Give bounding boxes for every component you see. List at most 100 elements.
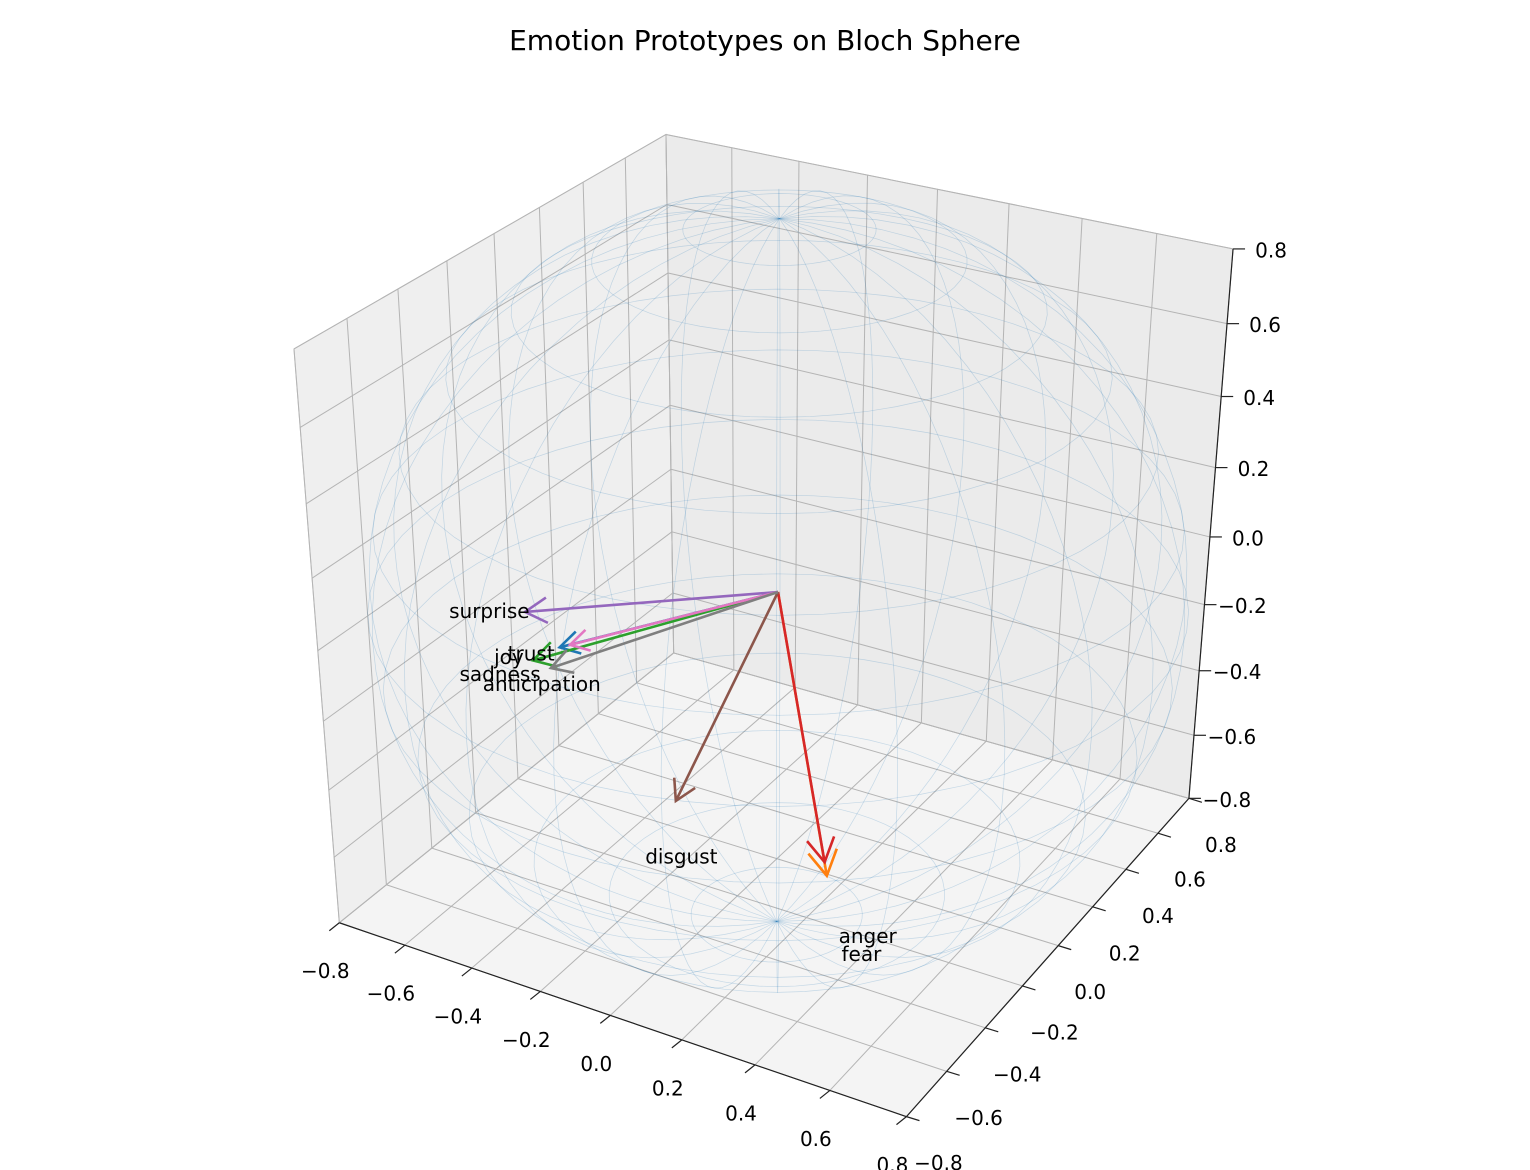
arrow [567, 590, 779, 652]
x-tick-label: 0.2 [652, 1076, 684, 1100]
y-tick-label: 0.8 [1205, 833, 1237, 857]
grid-line [338, 652, 674, 924]
tick-mark [599, 1014, 611, 1024]
grid-line [857, 175, 869, 705]
grid-line [328, 531, 673, 791]
arrow-label: joy [493, 645, 524, 669]
grid-line [582, 182, 599, 714]
x-tick-label: −0.4 [434, 1005, 483, 1029]
sphere-parallel [608, 802, 945, 987]
x-tick-label: 0.4 [725, 1101, 757, 1125]
grid-line [317, 404, 671, 652]
sphere-meridian [776, 202, 1047, 922]
grid-line [636, 682, 1159, 834]
y-tick-label: 0.0 [1074, 980, 1106, 1004]
sphere-meridian [465, 218, 780, 959]
arrow-label: fear [841, 942, 882, 966]
z-tick-label: 0.8 [1255, 238, 1287, 262]
x-tick-label: −0.6 [367, 982, 416, 1006]
grid-line [1119, 233, 1158, 779]
arrow [548, 590, 779, 675]
x-tick-label: −0.8 [301, 959, 350, 983]
sphere-parallel [367, 419, 1189, 807]
grid-line [397, 288, 433, 849]
sphere-meridian [776, 218, 1186, 927]
tick-mark [946, 1070, 960, 1076]
grid-line [517, 778, 1059, 947]
grid-line [920, 189, 939, 723]
tick-mark [328, 922, 340, 932]
sphere-parallel [690, 866, 863, 963]
grid-line [493, 233, 519, 779]
grid-line [670, 468, 1205, 606]
arrow-label: anger [839, 924, 898, 948]
sphere-meridian [776, 218, 1188, 922]
tick-mark [1092, 906, 1106, 912]
axis-line [339, 922, 907, 1118]
sphere-meridian [441, 210, 780, 922]
sphere-meridian [589, 195, 780, 922]
z-tick-label: 0.6 [1249, 313, 1281, 337]
sphere-meridian [776, 218, 1093, 958]
grid-line [293, 134, 667, 350]
arrow-label: surprise [449, 599, 530, 623]
z-tick-label: −0.4 [1213, 660, 1262, 684]
sphere-parallel [372, 349, 1185, 716]
arrow-label: sadness [459, 662, 540, 686]
sphere-meridian [776, 218, 898, 989]
sphere-meridian [776, 210, 1114, 922]
arrow [672, 591, 780, 804]
sphere-meridian [660, 218, 780, 989]
tick-mark [1125, 868, 1140, 874]
x-tick-label: 0.6 [800, 1127, 832, 1151]
z-tick-label: 0.0 [1232, 526, 1264, 550]
bloch-sphere [367, 188, 1189, 993]
tick-mark [461, 967, 473, 977]
grid-line [754, 759, 1053, 1066]
grid-line [609, 722, 922, 1016]
grid-line [598, 713, 1127, 870]
grid-line [669, 404, 1211, 538]
grid-line [404, 669, 735, 946]
sphere-meridian [776, 188, 780, 922]
sphere-parallel [398, 288, 1159, 616]
tick-mark [394, 944, 406, 954]
grid-line [665, 133, 1234, 250]
grid-line [672, 592, 1195, 736]
grid-line [311, 339, 670, 579]
grid-line [346, 318, 387, 885]
grid-line [673, 652, 1190, 799]
arrow [776, 591, 836, 865]
grid-line [471, 686, 796, 969]
grid-line [665, 134, 675, 653]
sphere-parallel [468, 652, 1086, 978]
sphere-meridian [371, 218, 780, 927]
tick-mark [529, 990, 541, 1000]
axis-line [1188, 248, 1234, 799]
sphere-parallel [510, 205, 1048, 418]
sphere-meridian [393, 216, 780, 922]
grid-line [671, 531, 1200, 672]
tick-mark [1058, 945, 1072, 951]
sphere-parallel [591, 189, 968, 334]
chart-title: Emotion Prototypes on Bloch Sphere [509, 24, 1021, 57]
y-tick-label: −0.6 [954, 1106, 1003, 1130]
tick-mark [1157, 832, 1172, 838]
arrow-label: anticipation [483, 672, 601, 696]
sphere-meridian [776, 216, 1163, 922]
sphere-parallel [382, 494, 1173, 884]
tick-mark [1022, 985, 1036, 991]
grid-line [829, 778, 1121, 1091]
grid-line [985, 203, 1010, 742]
grid-line [558, 745, 1093, 908]
sphere-meridian [368, 218, 780, 922]
y-tick-label: −0.8 [914, 1151, 963, 1170]
sphere-parallel [533, 729, 1021, 993]
tick-mark [744, 1064, 756, 1074]
arrow [522, 590, 779, 625]
axis-line [906, 797, 1190, 1118]
sphere-meridian [776, 218, 1154, 940]
tick-mark [985, 1027, 999, 1033]
grid-line [668, 339, 1216, 469]
